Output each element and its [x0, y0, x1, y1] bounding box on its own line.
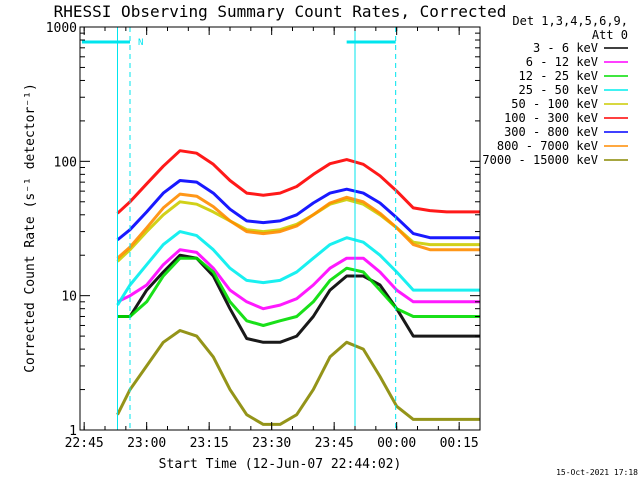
- y-axis-label: Corrected Count Rate (s⁻¹ detector⁻¹): [23, 83, 38, 373]
- x-axis-label: Start Time (12-Jun-07 22:44:02): [159, 457, 402, 472]
- x-tick-label: 23:30: [252, 436, 291, 451]
- legend-entry-label: 12 - 25 keV: [519, 69, 598, 83]
- x-tick-label: 23:45: [315, 436, 354, 451]
- series-line: [116, 149, 480, 215]
- series-line: [117, 256, 480, 327]
- series-line: [116, 248, 480, 311]
- legend-entry-label: 6 - 12 keV: [526, 55, 598, 69]
- series-line: [116, 230, 480, 306]
- legend-entry-label: 7000 - 15000 keV: [482, 153, 598, 167]
- legend-entry-label: 25 - 50 keV: [519, 83, 598, 97]
- plot-layer: [116, 149, 480, 426]
- plot-frame: [79, 26, 481, 431]
- x-tick-label: 23:00: [127, 436, 166, 451]
- y-tick-label: 100: [54, 155, 77, 170]
- y-tick-label: 10: [61, 290, 77, 305]
- axes: 22:45 23:00 23:15 23:30 23:45 00:00 00:15 1 10 10…: [46, 21, 481, 451]
- legend-header-line-2: Att 0: [592, 28, 628, 42]
- series-line: [116, 179, 480, 242]
- legend-entry-label: 100 - 300 keV: [504, 111, 598, 125]
- night-marker-label: N: [138, 38, 143, 48]
- series-line: [116, 329, 480, 426]
- y-tick-label: 1000: [46, 21, 77, 36]
- legend-entry-label: 800 - 7000 keV: [497, 139, 598, 153]
- x-tick-label: 22:45: [65, 436, 104, 451]
- series-line: [117, 253, 480, 344]
- legend-entry-label: 3 - 6 keV: [533, 41, 598, 55]
- series-line: [116, 192, 480, 260]
- footer-timestamp: 15-Oct-2021 17:18: [556, 468, 638, 477]
- y-tick-label: 1: [69, 424, 77, 439]
- x-tick-label: 23:15: [190, 436, 229, 451]
- orbit-markers: N: [82, 27, 397, 430]
- legend-entry-label: 50 - 100 keV: [511, 97, 598, 111]
- chart-title: RHESSI Observing Summary Count Rates, Co…: [54, 2, 507, 21]
- x-tick-label: 00:00: [377, 436, 416, 451]
- legend-header-line-1: Det 1,3,4,5,6,9,: [512, 14, 628, 28]
- x-tick-label: 00:15: [440, 436, 479, 451]
- legend-entry-label: 300 - 800 keV: [504, 125, 598, 139]
